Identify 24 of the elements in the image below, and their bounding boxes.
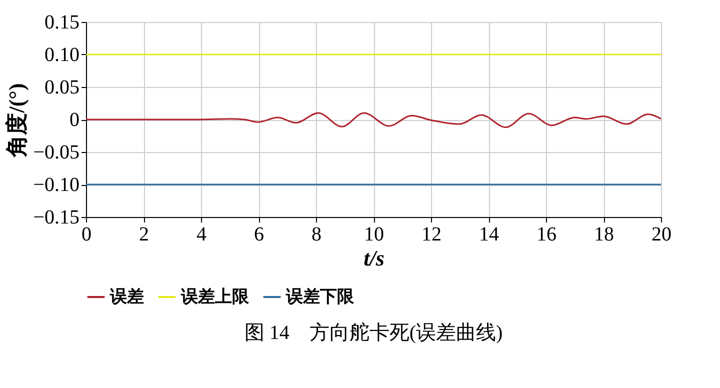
x-tick-label: 20 (652, 224, 672, 246)
y-tick-label: 0 (70, 109, 80, 131)
y-tick-label: −0.15 (33, 206, 80, 228)
x-tick-label: 6 (254, 224, 264, 246)
x-tick-label: 12 (422, 224, 442, 246)
legend-label: 误差上限 (180, 287, 250, 306)
x-axis-title: t/s (364, 246, 384, 270)
y-tick-label: 0.05 (44, 76, 80, 98)
y-tick-label: −0.05 (33, 142, 80, 164)
y-tick-label: 0.15 (44, 12, 80, 34)
caption: 图 14 方向舵卡死(误差曲线) (244, 321, 503, 344)
x-tick-label: 8 (312, 224, 322, 246)
y-tick-label: 0.10 (44, 44, 80, 66)
x-tick-label: 2 (139, 224, 149, 246)
x-tick-label: 16 (536, 224, 556, 246)
x-tick-label: 14 (479, 224, 499, 246)
y-tick-label: −0.10 (33, 174, 80, 196)
legend-label: 误差下限 (285, 287, 355, 306)
line-series (85, 112, 662, 128)
y-axis-title: 角度/(°) (4, 83, 30, 158)
x-tick-label: 4 (196, 224, 206, 246)
x-tick-label: 10 (364, 224, 384, 246)
legend-label: 误差 (109, 287, 144, 306)
x-tick-label: 18 (594, 224, 614, 246)
